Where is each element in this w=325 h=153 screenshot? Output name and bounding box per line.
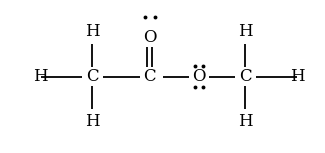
Text: H: H [290, 68, 304, 85]
Text: O: O [143, 29, 157, 46]
Text: H: H [238, 23, 253, 40]
Text: H: H [85, 113, 100, 130]
Text: H: H [85, 23, 100, 40]
Text: C: C [143, 68, 156, 85]
Text: H: H [238, 113, 253, 130]
Text: C: C [239, 68, 252, 85]
Text: H: H [33, 68, 48, 85]
Text: C: C [86, 68, 99, 85]
Text: O: O [192, 68, 206, 85]
